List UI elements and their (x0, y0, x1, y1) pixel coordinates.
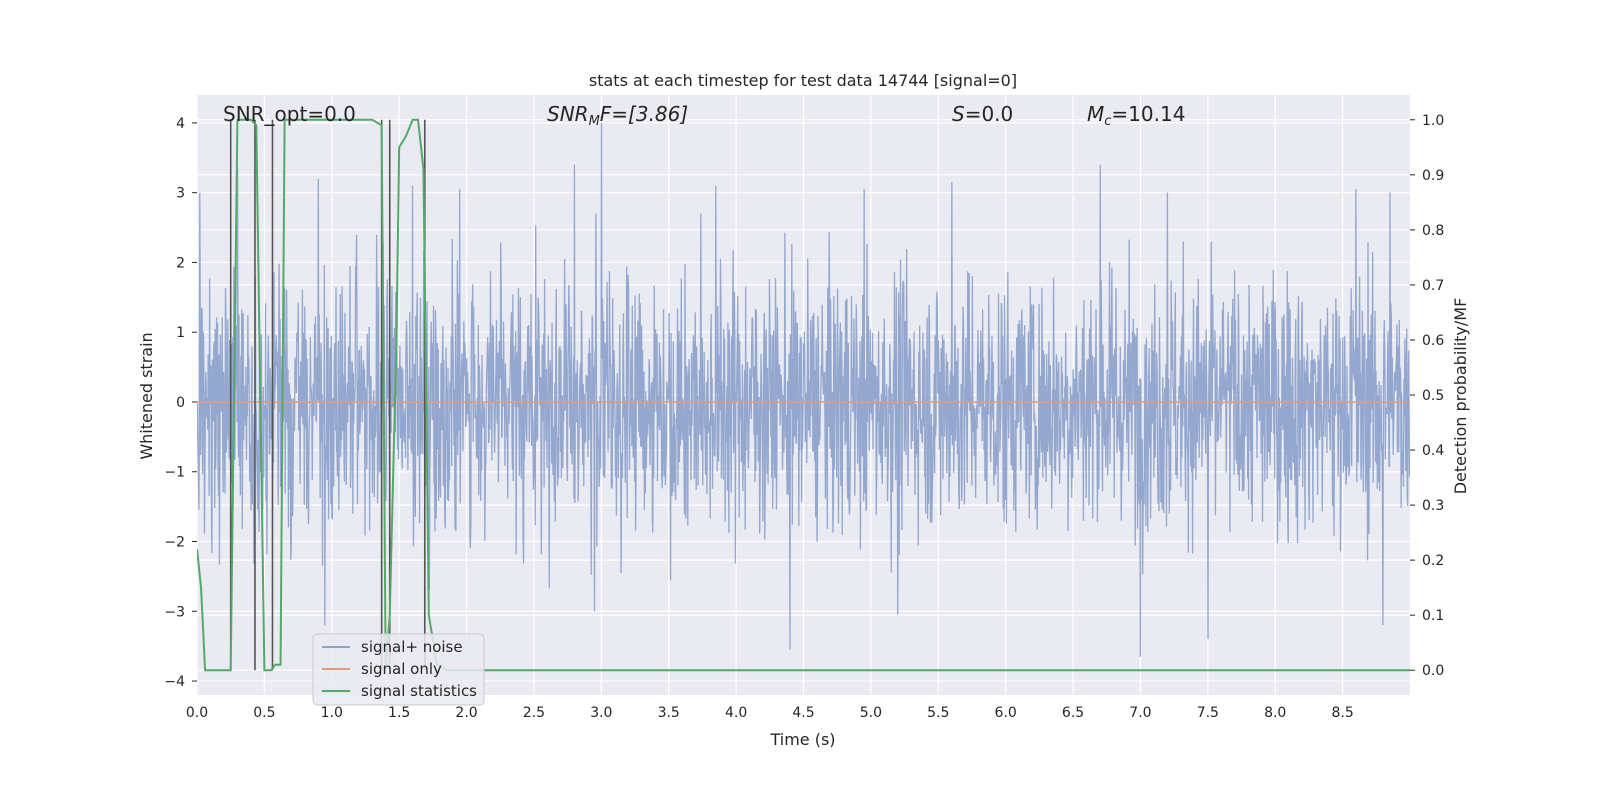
x-tick-label: 1.5 (388, 705, 410, 721)
legend-label-signal-noise: signal+ noise (361, 638, 463, 656)
x-tick-label: 3.0 (590, 705, 612, 721)
x-tick-label: 7.0 (1129, 705, 1151, 721)
y-tick-label-right: 0.8 (1422, 223, 1444, 239)
annotation-snr-opt: SNR_opt=0.0 (223, 102, 356, 126)
y-tick-label-right: 0.2 (1422, 553, 1444, 569)
legend-label-signal-statistics: signal statistics (361, 682, 477, 700)
x-tick-label: 0.0 (186, 705, 208, 721)
x-tick-label: 4.5 (792, 705, 814, 721)
annotation-mc: Mc=10.14 (1087, 102, 1185, 129)
y-tick-label-right: 0.1 (1422, 608, 1444, 624)
x-axis-label: Time (s) (769, 730, 835, 749)
y-ticks-right: 1.0 0.9 0.8 0.7 0.6 0.5 0.4 0.3 0.2 0.1 0.0 (1410, 113, 1444, 679)
y-axis-label-right: Detection probability/MF (1451, 298, 1470, 495)
chart-title: stats at each timestep for test data 147… (589, 71, 1017, 90)
y-ticks-left: 4 3 2 1 0 −1 −2 −3 −4 (164, 116, 197, 690)
x-tick-label: 6.5 (1062, 705, 1084, 721)
legend-box (312, 633, 485, 706)
y-tick-label-right: 0.9 (1422, 168, 1444, 184)
x-tick-label: 0.5 (253, 705, 275, 721)
y-tick-label-right: 0.4 (1422, 443, 1444, 459)
x-tick-label: 8.0 (1264, 705, 1286, 721)
y-tick-label: −2 (164, 535, 185, 551)
y-tick-label: 4 (176, 116, 185, 132)
y-tick-label: −4 (164, 674, 185, 690)
y-tick-label-right: 0.5 (1422, 388, 1444, 404)
x-ticks: 0.0 0.5 1.0 1.5 2.0 2.5 3.0 3.5 4.0 4.5 5.0 5.5 6.0 6… (186, 705, 1354, 721)
x-tick-label: 4.0 (725, 705, 747, 721)
y-tick-label-right: 0.3 (1422, 498, 1444, 514)
x-tick-label: 7.5 (1197, 705, 1219, 721)
x-tick-label: 6.0 (995, 705, 1017, 721)
series-signal-noise (197, 122, 1410, 657)
legend: signal+ noise signal only signal statist… (312, 633, 485, 706)
y-tick-label: 1 (176, 325, 185, 341)
x-tick-label: 1.0 (321, 705, 343, 721)
y-tick-label-right: 0.7 (1422, 278, 1444, 294)
y-tick-label: −1 (164, 465, 185, 481)
x-tick-label: 2.0 (455, 705, 477, 721)
y-tick-label-right: 0.0 (1422, 663, 1444, 679)
annotation-snr-mf: SNRMF=[3.86] (547, 102, 688, 129)
y-tick-label: 2 (176, 255, 185, 271)
y-tick-label: 3 (176, 186, 185, 202)
y-tick-label-right: 1.0 (1422, 113, 1444, 129)
x-tick-label: 5.5 (927, 705, 949, 721)
y-axis-label: Whitened strain (137, 332, 156, 459)
legend-label-signal-only: signal only (361, 660, 442, 678)
annotation-s: S=0.0 (952, 102, 1013, 126)
x-tick-label: 2.5 (523, 705, 545, 721)
y-tick-label-right: 0.6 (1422, 333, 1444, 349)
noise-line (197, 122, 1410, 657)
x-tick-label: 3.5 (658, 705, 680, 721)
x-tick-label: 5.0 (860, 705, 882, 721)
x-tick-label: 8.5 (1331, 705, 1353, 721)
y-tick-label: −3 (164, 604, 185, 620)
y-tick-label: 0 (176, 395, 185, 411)
